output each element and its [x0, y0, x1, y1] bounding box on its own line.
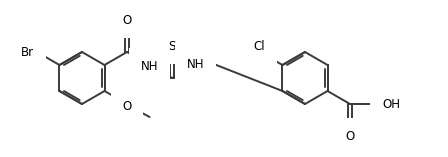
Text: O: O — [345, 130, 355, 143]
Text: OH: OH — [382, 97, 400, 111]
Text: S: S — [168, 40, 176, 52]
Text: Cl: Cl — [253, 41, 265, 54]
Text: NH: NH — [141, 60, 158, 73]
Text: Br: Br — [21, 46, 34, 59]
Text: NH: NH — [187, 57, 204, 70]
Text: O: O — [122, 100, 132, 113]
Text: O: O — [122, 14, 132, 27]
